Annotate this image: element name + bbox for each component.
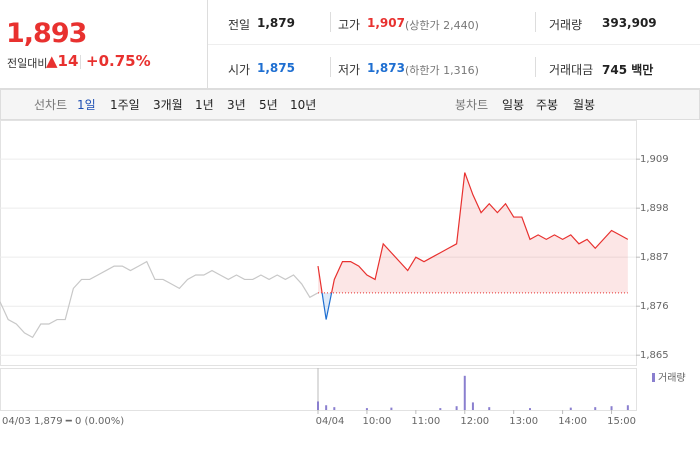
stat-label: 고가 xyxy=(338,18,361,32)
price-line xyxy=(317,172,629,293)
volume-bar xyxy=(439,408,442,410)
stat-label: 거래량 xyxy=(549,18,583,32)
volume-bar xyxy=(317,401,319,410)
y-tick-label: 1,898 xyxy=(640,203,669,214)
stat-value: 1,879 xyxy=(257,16,295,30)
plot-frame xyxy=(0,120,637,366)
volume-bar xyxy=(488,407,491,410)
x-tick-label: 15:00 xyxy=(607,416,636,427)
x-tick-label: 11:00 xyxy=(411,416,440,427)
tab[interactable]: 10년 xyxy=(290,98,317,112)
tab-group-label: 봉차트 xyxy=(455,98,489,112)
divider xyxy=(207,0,208,88)
tab[interactable]: 1일 xyxy=(77,98,96,112)
volume-bar xyxy=(455,406,458,410)
legend-label: 거래량 xyxy=(658,372,686,384)
volume-bar xyxy=(471,402,474,410)
volume-bar xyxy=(333,407,336,410)
tab[interactable]: 일봉 xyxy=(502,98,525,112)
tab[interactable]: 3개월 xyxy=(153,98,183,112)
y-tick-label: 1,909 xyxy=(640,154,669,165)
tab-bar xyxy=(0,89,700,120)
y-tick-label: 1,887 xyxy=(640,252,669,263)
volume-bar xyxy=(594,407,597,410)
tab[interactable]: 주봉 xyxy=(536,98,559,112)
divider xyxy=(330,57,331,77)
volume-bar xyxy=(463,375,466,410)
tab[interactable]: 3년 xyxy=(227,98,246,112)
change-label: 전일대비 xyxy=(7,57,48,70)
stat-note: (상한가 2,440) xyxy=(405,19,479,32)
volume-bar xyxy=(325,405,328,410)
stat-label: 전일 xyxy=(228,18,251,32)
tab[interactable]: 5년 xyxy=(259,98,278,112)
volume-bar xyxy=(529,408,531,410)
stat-value: 745 백만 xyxy=(602,63,654,77)
tab[interactable]: 1년 xyxy=(195,98,214,112)
stat-value: 1,907 xyxy=(367,16,405,30)
divider xyxy=(80,55,81,69)
divider xyxy=(208,44,700,45)
y-tick-label: 1,865 xyxy=(640,350,669,361)
stat-note: (하한가 1,316) xyxy=(405,64,479,77)
price-line xyxy=(0,260,319,339)
stat-label: 시가 xyxy=(228,63,251,77)
volume-bar xyxy=(365,408,368,410)
volume-bar xyxy=(626,405,629,410)
legend-swatch xyxy=(652,373,655,382)
price-area xyxy=(318,172,628,293)
change-rate: +0.75% xyxy=(86,52,151,70)
divider xyxy=(535,12,536,32)
change: ▲14 xyxy=(46,52,79,70)
volume-bar xyxy=(569,407,572,410)
x-tick-label: 12:00 xyxy=(460,416,489,427)
volume-bar xyxy=(610,406,613,410)
volume-bar xyxy=(390,407,393,410)
divider xyxy=(535,57,536,77)
x-tick-label: 13:00 xyxy=(509,416,538,427)
divider xyxy=(330,12,331,32)
header xyxy=(0,0,700,89)
tab-group-label: 선차트 xyxy=(34,98,68,112)
price: 1,893 xyxy=(6,18,87,49)
status-text: 04/03 1,879 ━ 0 (0.00%) xyxy=(2,416,124,427)
stat-label: 거래대금 xyxy=(549,63,594,77)
stat-value: 393,909 xyxy=(602,16,657,30)
tab[interactable]: 월봉 xyxy=(573,98,596,112)
tab[interactable]: 1주일 xyxy=(110,98,140,112)
stat-label: 저가 xyxy=(338,63,361,77)
stat-value: 1,873 xyxy=(367,61,405,75)
y-tick-label: 1,876 xyxy=(640,301,669,312)
stat-value: 1,875 xyxy=(257,61,295,75)
x-tick-label: 10:00 xyxy=(363,416,392,427)
x-tick-label: 14:00 xyxy=(558,416,587,427)
x-tick-label: 04/04 xyxy=(316,416,345,427)
chart: 04/03 1,879 ━ 0 (0.00%) 1,865 1,876 1,887 1… xyxy=(0,120,686,427)
